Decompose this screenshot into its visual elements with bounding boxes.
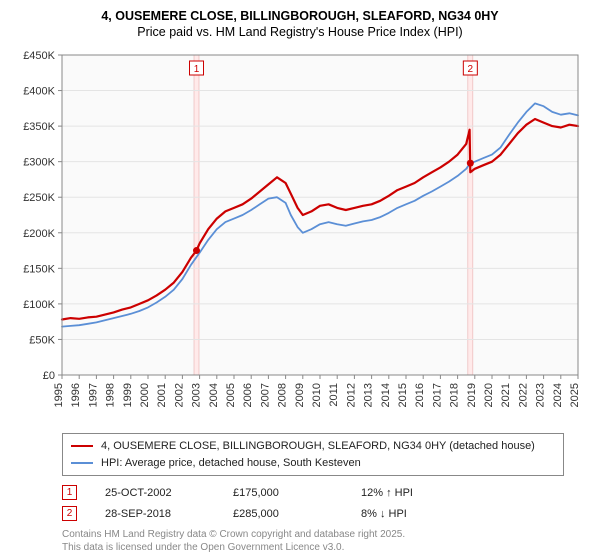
transaction-delta-2: 8% ↓ HPI bbox=[361, 508, 461, 520]
svg-text:2018: 2018 bbox=[449, 383, 461, 407]
svg-text:2019: 2019 bbox=[466, 383, 478, 407]
svg-text:£200K: £200K bbox=[23, 227, 55, 239]
svg-text:2002: 2002 bbox=[173, 383, 185, 407]
transaction-price-2: £285,000 bbox=[233, 508, 333, 520]
svg-text:1995: 1995 bbox=[53, 383, 65, 407]
svg-text:2016: 2016 bbox=[414, 383, 426, 407]
svg-text:2024: 2024 bbox=[552, 383, 564, 407]
transaction-date-2: 28-SEP-2018 bbox=[105, 508, 205, 520]
license-text: Contains HM Land Registry data © Crown c… bbox=[62, 528, 590, 554]
svg-text:2020: 2020 bbox=[483, 383, 495, 407]
legend-label-1: 4, OUSEMERE CLOSE, BILLINGBOROUGH, SLEAF… bbox=[101, 438, 535, 455]
legend-box: 4, OUSEMERE CLOSE, BILLINGBOROUGH, SLEAF… bbox=[62, 433, 564, 476]
legend-label-2: HPI: Average price, detached house, Sout… bbox=[101, 455, 361, 472]
svg-text:2: 2 bbox=[468, 64, 474, 75]
svg-text:1: 1 bbox=[194, 64, 200, 75]
svg-text:2007: 2007 bbox=[259, 383, 271, 407]
svg-text:2022: 2022 bbox=[517, 383, 529, 407]
transaction-row-2: 2 28-SEP-2018 £285,000 8% ↓ HPI bbox=[62, 503, 564, 524]
legend-swatch-2 bbox=[71, 462, 93, 464]
legend-row-1: 4, OUSEMERE CLOSE, BILLINGBOROUGH, SLEAF… bbox=[71, 438, 555, 455]
license-line-2: This data is licensed under the Open Gov… bbox=[62, 541, 590, 554]
svg-text:1999: 1999 bbox=[122, 383, 134, 407]
chart-area: £0 £50K £100K £150K £200K £250K £300K £350K £400… bbox=[10, 47, 590, 428]
title-line-2: Price paid vs. HM Land Registry's House … bbox=[10, 24, 590, 40]
title-block: 4, OUSEMERE CLOSE, BILLINGBOROUGH, SLEAF… bbox=[10, 8, 590, 41]
title-line-1: 4, OUSEMERE CLOSE, BILLINGBOROUGH, SLEAF… bbox=[10, 8, 590, 24]
marker-badge-2: 2 bbox=[62, 506, 77, 521]
marker-badge-1: 1 bbox=[62, 485, 77, 500]
svg-text:2025: 2025 bbox=[569, 383, 581, 407]
svg-text:2011: 2011 bbox=[328, 383, 340, 407]
chart-container: 4, OUSEMERE CLOSE, BILLINGBOROUGH, SLEAF… bbox=[0, 0, 600, 560]
svg-text:£250K: £250K bbox=[23, 192, 55, 204]
svg-text:1997: 1997 bbox=[87, 383, 99, 407]
transaction-delta-1: 12% ↑ HPI bbox=[361, 487, 461, 499]
line-chart-svg: £0 £50K £100K £150K £200K £250K £300K £350K £400… bbox=[10, 47, 590, 407]
svg-text:2003: 2003 bbox=[191, 383, 203, 407]
svg-text:£150K: £150K bbox=[23, 263, 55, 275]
svg-text:£100K: £100K bbox=[23, 298, 55, 310]
transaction-price-1: £175,000 bbox=[233, 487, 333, 499]
license-line-1: Contains HM Land Registry data © Crown c… bbox=[62, 528, 590, 541]
legend-swatch-1 bbox=[71, 445, 93, 447]
svg-text:£300K: £300K bbox=[23, 156, 55, 168]
svg-text:2009: 2009 bbox=[294, 383, 306, 407]
svg-text:2010: 2010 bbox=[311, 383, 323, 407]
svg-text:2017: 2017 bbox=[431, 383, 443, 407]
svg-text:2013: 2013 bbox=[363, 383, 375, 407]
svg-text:2012: 2012 bbox=[345, 383, 357, 407]
svg-text:£450K: £450K bbox=[23, 50, 55, 62]
svg-text:£0: £0 bbox=[43, 370, 55, 382]
transaction-date-1: 25-OCT-2002 bbox=[105, 487, 205, 499]
svg-text:£50K: £50K bbox=[29, 334, 55, 346]
svg-text:2023: 2023 bbox=[535, 383, 547, 407]
svg-text:2006: 2006 bbox=[242, 383, 254, 407]
svg-text:£400K: £400K bbox=[23, 85, 55, 97]
svg-text:2021: 2021 bbox=[500, 383, 512, 407]
svg-text:2000: 2000 bbox=[139, 383, 151, 407]
svg-text:£350K: £350K bbox=[23, 121, 55, 133]
svg-text:2005: 2005 bbox=[225, 383, 237, 407]
legend-row-2: HPI: Average price, detached house, Sout… bbox=[71, 455, 555, 472]
transaction-table: 1 25-OCT-2002 £175,000 12% ↑ HPI 2 28-SE… bbox=[62, 482, 564, 524]
svg-text:2008: 2008 bbox=[277, 383, 289, 407]
svg-text:1996: 1996 bbox=[70, 383, 82, 407]
svg-text:2015: 2015 bbox=[397, 383, 409, 407]
svg-text:2004: 2004 bbox=[208, 383, 220, 407]
transaction-row-1: 1 25-OCT-2002 £175,000 12% ↑ HPI bbox=[62, 482, 564, 503]
svg-text:2001: 2001 bbox=[156, 383, 168, 407]
svg-text:2014: 2014 bbox=[380, 383, 392, 407]
svg-text:1998: 1998 bbox=[105, 383, 117, 407]
